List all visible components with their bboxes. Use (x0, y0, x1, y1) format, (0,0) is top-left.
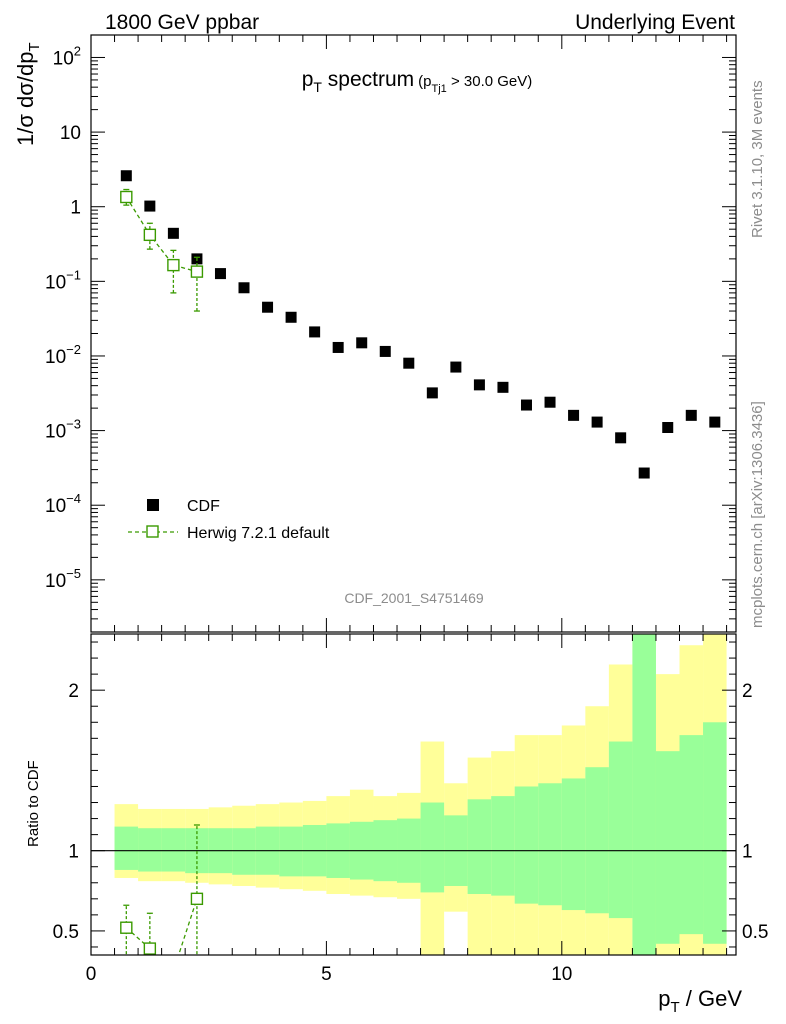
ratio-ytick-label-left: 0.5 (53, 922, 79, 943)
analysis-watermark: CDF_2001_S4751469 (344, 590, 484, 606)
cdf-point (709, 416, 721, 428)
ratio-herwig-point (143, 942, 157, 955)
ratio-green-band-bin (138, 828, 162, 872)
ratio-ytick-label-right: 0.5 (742, 922, 768, 943)
ratio-ytick-label-right: 2 (742, 681, 753, 702)
main-ytick-label: 10−5 (45, 566, 81, 592)
main-panel-frame (90, 34, 737, 633)
ratio-xtick-label: 10 (551, 964, 572, 985)
ratio-green-band-bin (232, 828, 256, 875)
main-ytick-label: 1 (70, 198, 81, 219)
cdf-point (144, 200, 156, 212)
ratio-green-band-bin (655, 751, 680, 944)
cdf-point (473, 379, 485, 391)
ratio-green-band-bin (703, 722, 727, 944)
header-left: 1800 GeV ppbar (105, 11, 259, 34)
ratio-green-band-bin (420, 802, 445, 893)
header-right: Underlying Event (575, 11, 735, 34)
ratio-axis-ticks (90, 634, 736, 955)
main-ytick-label: 102 (53, 43, 81, 69)
cdf-point (262, 301, 274, 313)
herwig-point (143, 228, 157, 242)
ratio-green-band-bin (161, 828, 186, 872)
ratio-xtick-label: 5 (321, 964, 332, 985)
ratio-green-band-bin (114, 826, 139, 870)
main-ylabel: 1/σ dσ/dpT (13, 42, 43, 146)
ratio-panel-frame (90, 633, 737, 956)
legend-herwig-label: Herwig 7.2.1 default (187, 525, 330, 542)
cdf-point (426, 387, 438, 399)
ratio-herwig-point (168, 966, 179, 977)
ratio-herwig-line (125, 898, 198, 955)
ratio-green-band-bin (561, 778, 586, 911)
main-title: pT spectrum (pTj1 > 30.0 GeV) (302, 68, 533, 95)
ratio-xtick-label: 0 (86, 964, 97, 985)
mcplots-label: mcplots.cern.ch [arXiv:1306.3436] (749, 401, 766, 628)
herwig-point (190, 265, 204, 278)
cdf-point (568, 409, 580, 421)
legend-cdf-label: CDF (187, 498, 220, 515)
cdf-point (403, 357, 415, 369)
cdf-point (214, 268, 226, 280)
legend: CDF Herwig 7.2.1 default (128, 498, 330, 542)
ratio-green-band-bin (632, 634, 656, 955)
ratio-ylabel: Ratio to CDF (25, 760, 42, 847)
cdf-point (662, 422, 674, 434)
cdf-point (238, 282, 250, 294)
cdf-point (638, 467, 650, 479)
main-ytick-label: 10−1 (45, 267, 81, 293)
ratio-green-band-bin (467, 799, 492, 895)
ratio-panel: 0.5 0.5 1 1 2 2 0 5 10 Ratio to CDF pT / GeV (25, 633, 769, 1016)
main-ytick-label: 10−4 (45, 491, 81, 517)
cdf-point (332, 341, 344, 353)
herwig-line (125, 196, 198, 273)
ratio-green-band-bin (514, 786, 539, 904)
main-ytick-label: 10 (60, 123, 81, 144)
herwig-point (120, 190, 133, 204)
legend-cdf-marker (147, 499, 159, 511)
main-panel: 102 10 1 10−1 10−2 10−3 10−4 10−5 pT spectrum (p… (13, 34, 737, 633)
ratio-tick-labels: 0.5 0.5 1 1 2 2 0 5 10 (53, 681, 769, 985)
cdf-point (497, 381, 509, 393)
cdf-point (120, 170, 132, 182)
cdf-point (544, 396, 556, 408)
ratio-ytick-label-left: 2 (68, 681, 79, 702)
legend-herwig-marker (146, 525, 159, 538)
cdf-point (356, 337, 368, 349)
ratio-ytick-label-right: 1 (742, 842, 753, 863)
cdf-point (450, 361, 462, 373)
ratio-green-band-bin (679, 735, 704, 935)
herwig-point (167, 258, 180, 272)
cdf-point (167, 227, 179, 239)
cdf-point (379, 345, 391, 357)
cdf-point (285, 311, 297, 323)
ratio-herwig-point (120, 921, 133, 934)
cdf-point (615, 432, 627, 444)
cdf-point (309, 326, 321, 338)
rivet-version-label: Rivet 3.1.10, 3M events (749, 80, 766, 238)
main-ytick-labels: 102 10 1 10−1 10−2 10−3 10−4 10−5 (45, 43, 81, 591)
cdf-point (591, 416, 603, 428)
main-axis-ticks (90, 34, 736, 633)
ratio-green-band-bin (279, 826, 303, 877)
ratio-green-band-bin (538, 783, 562, 906)
main-ytick-label: 10−2 (45, 342, 81, 368)
main-data-marks (120, 170, 721, 479)
ratio-data-marks (120, 824, 204, 977)
cdf-point (685, 409, 697, 421)
x-axis-label: pT / GeV (658, 986, 742, 1016)
ratio-herwig-point (190, 892, 204, 906)
cdf-point (520, 399, 532, 411)
ratio-uncertainty-bands (114, 634, 727, 955)
ratio-ytick-label-left: 1 (68, 842, 79, 863)
ratio-green-band-bin (491, 796, 515, 896)
ratio-green-band-bin (608, 741, 633, 919)
ratio-green-band-bin (585, 767, 609, 914)
main-ytick-label: 10−3 (45, 417, 81, 443)
